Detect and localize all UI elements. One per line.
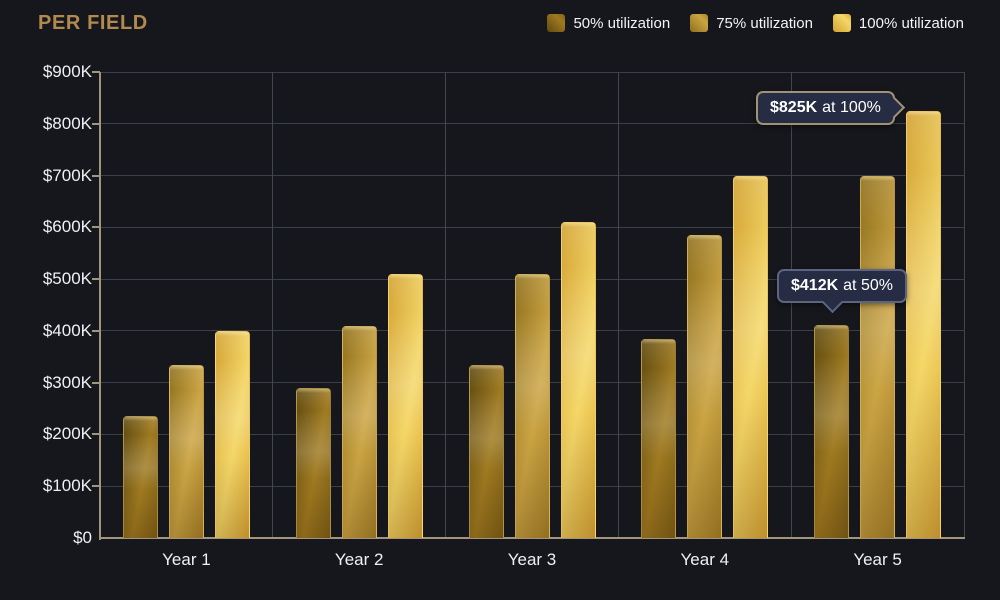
ytick-$700K xyxy=(92,174,100,177)
ytick-$900K xyxy=(92,71,100,73)
gridline-v-1 xyxy=(272,72,274,538)
bar-year5-75% xyxy=(860,175,896,538)
x-axis-label-year1: Year 1 xyxy=(162,550,211,569)
ytick-$200K xyxy=(92,433,100,436)
gridline-v-2 xyxy=(445,72,447,538)
x-axis-line xyxy=(99,537,965,539)
legend-item-75%: 75% utilization xyxy=(690,14,813,32)
legend-label: 50% utilization xyxy=(573,14,671,32)
y-axis-label-$400K: $400K xyxy=(42,320,92,340)
bar-year3-50% xyxy=(468,364,504,538)
legend-label: 100% utilization xyxy=(858,14,964,32)
legend-swatch-icon xyxy=(832,14,851,32)
ytick-$600K xyxy=(92,226,100,229)
bar-year3-75% xyxy=(514,273,550,538)
bar-year3-100% xyxy=(560,222,596,538)
bar-year2-100% xyxy=(387,273,423,538)
chart-legend: 50% utilization 75% utilization 100% utili… xyxy=(547,14,964,32)
gridline-v-4 xyxy=(790,72,792,538)
legend-item-50%: 50% utilization xyxy=(547,14,670,32)
callout-value: $412K xyxy=(791,277,839,294)
y-axis-label-$200K: $200K xyxy=(42,424,92,444)
x-axis-label-year4: Year 4 xyxy=(680,550,730,569)
x-axis-label-year2: Year 2 xyxy=(334,550,384,569)
bar-year5-100% xyxy=(906,110,942,538)
ytick-$300K xyxy=(92,381,100,384)
legend-swatch-icon xyxy=(690,14,709,32)
callout-412k-tooltip: $412K at 50% xyxy=(777,269,907,314)
ytick-$100K xyxy=(92,485,100,488)
y-axis-label-$500K: $500K xyxy=(42,269,92,289)
bar-year1-75% xyxy=(168,364,204,538)
y-axis-line xyxy=(99,72,101,540)
y-axis-label-$700K: $700K xyxy=(42,165,92,185)
callout-suffix: at 100% xyxy=(822,99,881,116)
ytick-$800K xyxy=(92,122,100,125)
bar-year1-100% xyxy=(214,330,250,538)
gridline-h-$900K xyxy=(100,71,964,73)
callout-value: $825K xyxy=(770,99,818,116)
bar-year1-50% xyxy=(122,416,158,538)
callout-suffix: at 50% xyxy=(843,277,893,294)
y-axis-label-$0: $0 xyxy=(73,528,92,547)
x-axis-label-year3: Year 3 xyxy=(507,550,557,569)
y-axis-label-$300K: $300K xyxy=(42,372,92,392)
bar-year2-75% xyxy=(341,325,377,538)
legend-item-100%: 100% utilization xyxy=(832,14,964,32)
ytick-$500K xyxy=(92,278,100,281)
bar-year2-50% xyxy=(295,387,331,538)
gridline-h-$800K xyxy=(100,123,964,125)
gridline-h-$600K xyxy=(100,226,964,228)
bar-year4-50% xyxy=(641,338,677,538)
gridline-h-$700K xyxy=(100,175,964,177)
legend-swatch-icon xyxy=(547,14,566,32)
y-axis-label-$800K: $800K xyxy=(42,113,92,133)
y-axis-label-$600K: $600K xyxy=(42,217,92,237)
page-title: PER FIELD xyxy=(38,12,148,34)
gridline-v-3 xyxy=(617,72,619,538)
x-axis-label-year5: Year 5 xyxy=(853,550,902,569)
bar-year4-75% xyxy=(687,235,723,538)
y-axis-label-$100K: $100K xyxy=(42,476,92,496)
gridline-v-5 xyxy=(963,72,965,538)
legend-label: 75% utilization xyxy=(716,14,813,32)
bar-year4-100% xyxy=(733,175,769,538)
ytick-$400K xyxy=(92,329,100,332)
bar-year5-50% xyxy=(814,324,850,538)
y-axis-label-$900K: $900K xyxy=(42,62,92,81)
callout-825k-tooltip: $825K at 100% xyxy=(756,91,905,125)
